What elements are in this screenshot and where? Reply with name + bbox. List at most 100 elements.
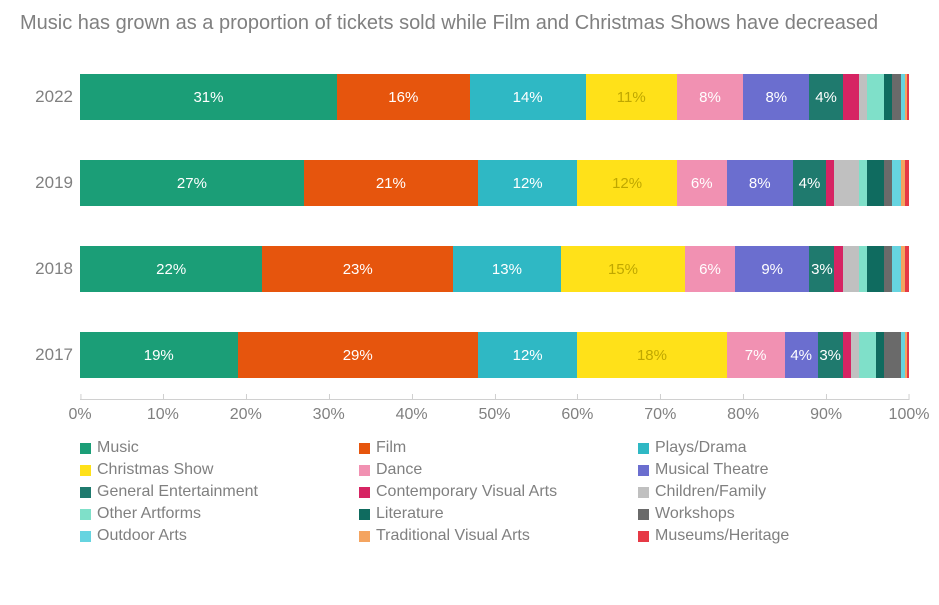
bar-segment: 4% (809, 74, 842, 120)
bar-segment (851, 332, 859, 378)
bar-segment (876, 332, 884, 378)
bar-segment: 19% (80, 332, 238, 378)
bar-segment (859, 160, 867, 206)
legend-label: General Entertainment (97, 483, 258, 501)
bar-segment (884, 246, 892, 292)
bar-segment (843, 74, 860, 120)
bar-segment: 9% (735, 246, 810, 292)
bar-segment (859, 74, 867, 120)
legend-swatch (638, 443, 649, 454)
legend-swatch (359, 465, 370, 476)
legend-label: Literature (376, 505, 444, 523)
bar-segment: 4% (793, 160, 826, 206)
legend-swatch (359, 443, 370, 454)
bar-segment: 8% (677, 74, 743, 120)
bar-segment: 7% (727, 332, 785, 378)
legend-swatch (638, 487, 649, 498)
bar-segment (843, 332, 851, 378)
bar-segment: 12% (478, 160, 577, 206)
bar-segment: 11% (586, 74, 677, 120)
bar-row: 201927%21%12%12%6%8%4% (80, 140, 909, 226)
chart-container: Music has grown as a proportion of ticke… (0, 0, 939, 605)
x-axis-tick: 0% (68, 400, 91, 424)
plot-area: 202231%16%14%11%8%8%4%201927%21%12%12%6%… (80, 54, 909, 399)
x-axis-tick: 30% (313, 400, 345, 424)
bar-row: 201822%23%13%15%6%9%3% (80, 226, 909, 312)
bar-segment: 21% (304, 160, 478, 206)
legend: Music Film Plays/Drama Christmas Show Dance M… (80, 439, 909, 545)
x-axis-tick: 10% (147, 400, 179, 424)
stacked-bar: 22%23%13%15%6%9%3% (80, 246, 909, 292)
legend-item: Museums/Heritage (638, 527, 909, 545)
bar-segment (892, 246, 900, 292)
legend-item: Christmas Show (80, 461, 351, 479)
bar-segment (892, 160, 900, 206)
y-axis-label: 2017 (25, 345, 73, 365)
legend-item: Children/Family (638, 483, 909, 501)
stacked-bar: 19%29%12%18%7%4%3% (80, 332, 909, 378)
legend-label: Film (376, 439, 406, 457)
legend-swatch (638, 509, 649, 520)
legend-label: Contemporary Visual Arts (376, 483, 557, 501)
y-axis-label: 2019 (25, 173, 73, 193)
bar-segment (884, 74, 892, 120)
stacked-bar: 27%21%12%12%6%8%4% (80, 160, 909, 206)
bar-row: 202231%16%14%11%8%8%4% (80, 54, 909, 140)
bar-segment: 12% (577, 160, 676, 206)
x-axis-tick: 100% (889, 400, 930, 424)
legend-item: Film (359, 439, 630, 457)
bar-segment (859, 246, 867, 292)
y-axis-label: 2018 (25, 259, 73, 279)
bar-segment (834, 160, 859, 206)
bar-segment: 3% (809, 246, 834, 292)
legend-label: Outdoor Arts (97, 527, 187, 545)
legend-label: Christmas Show (97, 461, 213, 479)
bar-segment (905, 246, 909, 292)
bar-segment (884, 160, 892, 206)
x-axis: 0%10%20%30%40%50%60%70%80%90%100% (80, 399, 909, 429)
legend-swatch (80, 465, 91, 476)
legend-item: Dance (359, 461, 630, 479)
legend-item: Plays/Drama (638, 439, 909, 457)
bar-segment: 8% (727, 160, 793, 206)
bar-segment (867, 160, 884, 206)
legend-label: Music (97, 439, 139, 457)
legend-swatch (80, 443, 91, 454)
bar-segment (834, 246, 842, 292)
legend-item: Literature (359, 505, 630, 523)
legend-item: Music (80, 439, 351, 457)
legend-swatch (638, 531, 649, 542)
legend-label: Workshops (655, 505, 735, 523)
bar-segment: 12% (478, 332, 577, 378)
bar-segment: 4% (785, 332, 818, 378)
bar-segment: 18% (577, 332, 726, 378)
legend-swatch (638, 465, 649, 476)
legend-swatch (80, 509, 91, 520)
bar-segment: 16% (337, 74, 470, 120)
x-axis-tick: 60% (561, 400, 593, 424)
legend-item: Workshops (638, 505, 909, 523)
x-axis-tick: 80% (727, 400, 759, 424)
bar-segment: 23% (262, 246, 453, 292)
bar-segment: 31% (80, 74, 337, 120)
legend-item: Musical Theatre (638, 461, 909, 479)
bar-segment (867, 74, 884, 120)
bar-segment (826, 160, 834, 206)
bar-segment: 22% (80, 246, 262, 292)
bar-segment: 13% (453, 246, 561, 292)
bar-segment: 14% (470, 74, 586, 120)
bar-segment (859, 332, 876, 378)
legend-label: Dance (376, 461, 422, 479)
bar-segment (905, 160, 909, 206)
legend-item: General Entertainment (80, 483, 351, 501)
legend-item: Contemporary Visual Arts (359, 483, 630, 501)
legend-item: Outdoor Arts (80, 527, 351, 545)
legend-label: Plays/Drama (655, 439, 747, 457)
bar-segment (907, 332, 909, 378)
bar-segment (867, 246, 884, 292)
bar-segment (884, 332, 901, 378)
chart-title: Music has grown as a proportion of ticke… (20, 10, 919, 36)
legend-swatch (359, 531, 370, 542)
bar-segment: 15% (561, 246, 685, 292)
legend-label: Museums/Heritage (655, 527, 789, 545)
